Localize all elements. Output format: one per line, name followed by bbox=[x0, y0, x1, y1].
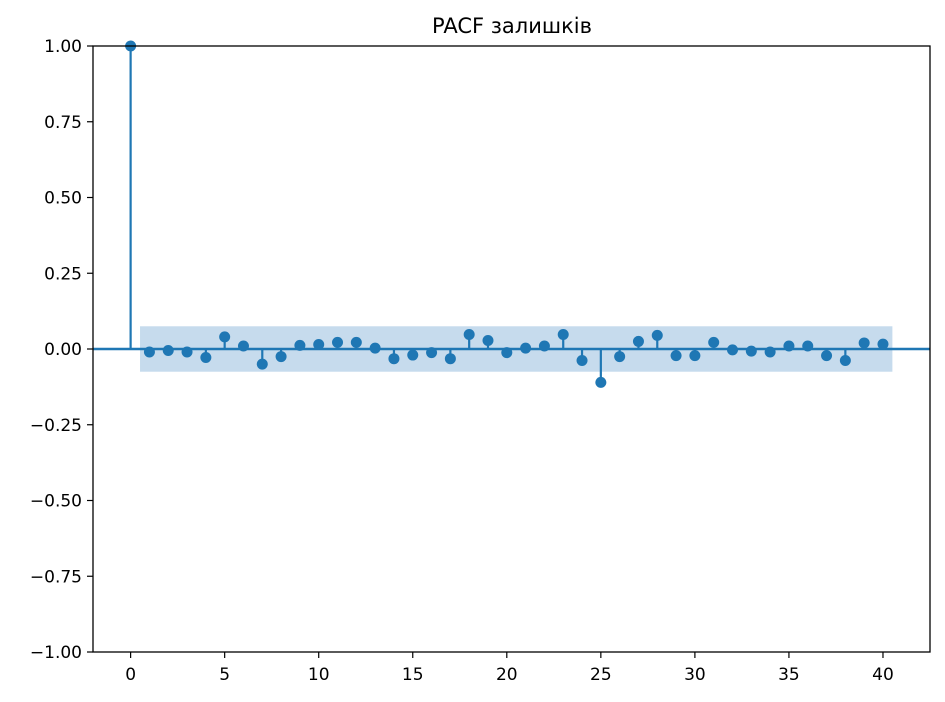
stem-marker bbox=[332, 336, 344, 348]
stem-marker bbox=[275, 351, 287, 363]
stem-marker bbox=[821, 350, 833, 362]
stem-marker bbox=[576, 355, 588, 367]
stem-marker bbox=[745, 345, 757, 357]
stem-marker bbox=[162, 345, 174, 357]
stem-marker bbox=[764, 346, 776, 358]
stem-marker bbox=[237, 340, 249, 352]
y-tick-label: −0.75 bbox=[30, 567, 82, 587]
y-tick-label: 0.25 bbox=[44, 264, 82, 284]
stem-marker bbox=[463, 328, 475, 340]
stem-marker bbox=[708, 336, 720, 348]
stem-marker bbox=[670, 350, 682, 362]
stem-marker bbox=[426, 347, 438, 359]
stem-marker bbox=[877, 338, 889, 350]
stem-marker bbox=[482, 335, 494, 347]
stem-marker bbox=[614, 351, 626, 363]
y-tick-label: 0.00 bbox=[44, 340, 82, 360]
x-tick-label: 20 bbox=[496, 665, 518, 685]
x-tick-label: 30 bbox=[684, 665, 706, 685]
stem-marker bbox=[444, 353, 456, 365]
stem-marker bbox=[839, 355, 851, 367]
stem-marker bbox=[369, 342, 381, 354]
x-tick-label: 35 bbox=[778, 665, 800, 685]
stem-marker bbox=[256, 358, 268, 370]
stem-marker bbox=[689, 350, 701, 362]
x-tick-label: 40 bbox=[872, 665, 894, 685]
x-tick-label: 5 bbox=[219, 665, 230, 685]
stem-marker bbox=[538, 340, 550, 352]
stem-marker bbox=[350, 336, 362, 348]
y-tick-label: −0.25 bbox=[30, 416, 82, 436]
y-tick-label: 0.75 bbox=[44, 113, 82, 133]
stem-marker bbox=[802, 340, 814, 352]
stem-marker bbox=[294, 339, 306, 351]
stem-marker bbox=[783, 340, 795, 352]
x-tick-label: 15 bbox=[402, 665, 424, 685]
axes-layer: 1.00 0.75 0.50 0.25 0.00 −0.25 −0.50 −0.75 −1.00… bbox=[30, 37, 931, 685]
stem-marker bbox=[595, 376, 607, 388]
x-tick-label: 10 bbox=[308, 665, 330, 685]
x-tick-label: 25 bbox=[590, 665, 612, 685]
stem-marker bbox=[651, 329, 663, 341]
stem-marker bbox=[181, 346, 193, 358]
stem-marker bbox=[557, 328, 569, 340]
stem-marker bbox=[520, 342, 532, 354]
stem-marker bbox=[313, 338, 325, 350]
stem-marker bbox=[727, 344, 739, 356]
stem-marker bbox=[388, 353, 400, 365]
stem-marker bbox=[858, 337, 870, 349]
x-tick-label: 0 bbox=[125, 665, 136, 685]
y-tick-label: 1.00 bbox=[44, 37, 82, 57]
stem-marker bbox=[219, 331, 231, 343]
stem-marker bbox=[632, 335, 644, 347]
stem-marker bbox=[200, 351, 212, 363]
stem-marker bbox=[143, 346, 155, 358]
chart-title: PACF залишків bbox=[432, 14, 592, 38]
stem-marker bbox=[501, 347, 513, 359]
y-tick-label: 0.50 bbox=[44, 189, 82, 209]
stem-marker bbox=[407, 349, 419, 361]
y-tick-label: −0.50 bbox=[30, 492, 82, 512]
y-tick-label: −1.00 bbox=[30, 643, 82, 663]
